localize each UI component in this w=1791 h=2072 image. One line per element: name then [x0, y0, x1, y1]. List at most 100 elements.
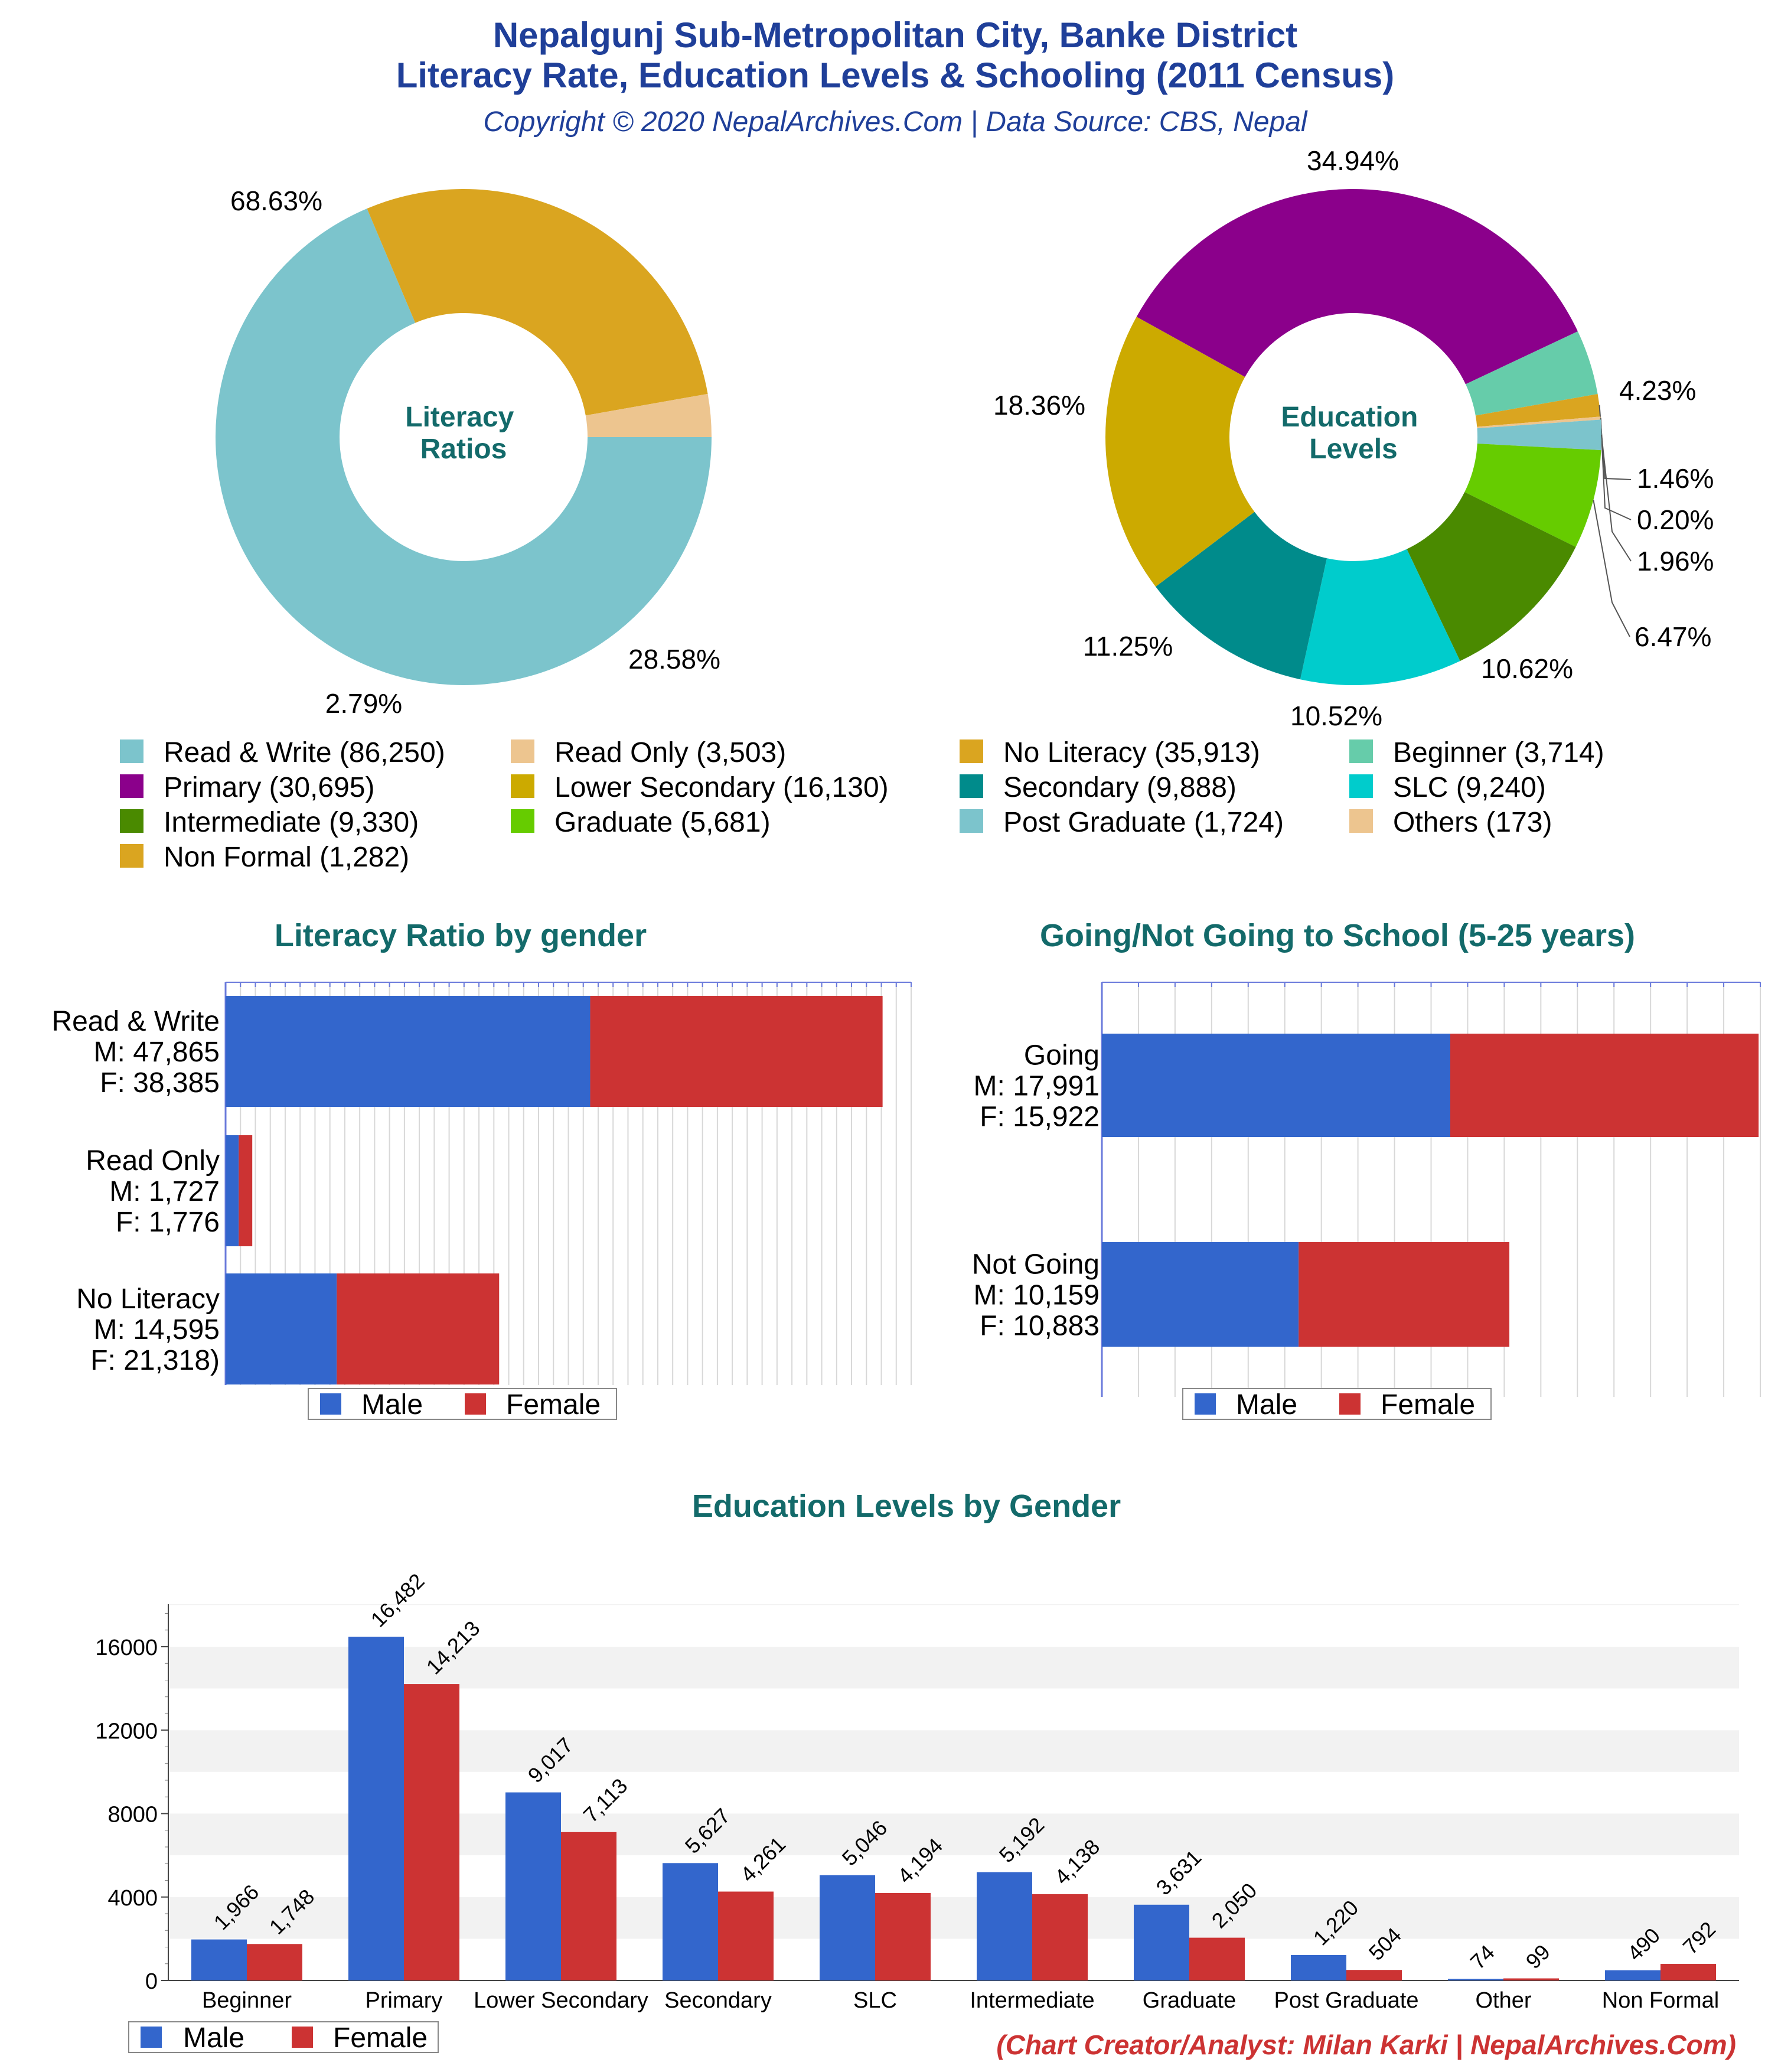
school-category-label-not-going-line1: Not Going	[972, 1249, 1100, 1281]
education-leader-others	[1600, 418, 1632, 520]
school-legend-swatch-female	[1339, 1393, 1361, 1415]
edu-x-tick-label-slc: SLC	[853, 1988, 897, 2013]
edu-bar-female-slc	[875, 1892, 931, 1980]
legend-swatch-post-graduate-1-724	[960, 809, 983, 833]
school-legend-swatch-male	[1195, 1393, 1216, 1415]
education-leader-graduate	[1593, 500, 1630, 637]
education-label-graduate: 6.47%	[1635, 621, 1711, 652]
lit-category-label-read-write-line2: M: 47,865	[94, 1037, 220, 1068]
lit-legend-male: Male	[361, 1389, 423, 1421]
edu-bar-male-intermediate	[977, 1872, 1032, 1980]
legend-swatch-no-literacy-35-913	[960, 739, 983, 763]
legend-label-others-173: Others (173)	[1393, 807, 1552, 838]
edu-band	[168, 1605, 1739, 1647]
school-legend-box	[1182, 1388, 1492, 1420]
edu-bar-female-lower-secondary	[561, 1832, 616, 1980]
edu-x-tick-label-secondary: Secondary	[664, 1988, 772, 2013]
edu-x-tick-label-post-graduate: Post Graduate	[1274, 1988, 1418, 2013]
education-slice-secondary	[1155, 512, 1327, 680]
edu-bar-female-secondary	[718, 1891, 774, 1980]
school-legend-male: Male	[1236, 1389, 1297, 1421]
literacy-gender-chart-title: Literacy Ratio by gender	[275, 918, 647, 953]
literacy-slice-read-write	[216, 208, 712, 685]
school-category-label-not-going-line2: M: 10,159	[974, 1280, 1100, 1311]
edu-x-tick-label-beginner: Beginner	[202, 1988, 292, 2013]
legend-label-non-formal-1-282: Non Formal (1,282)	[164, 842, 409, 873]
education-label-slc: 10.52%	[1290, 701, 1382, 731]
education-levels-donut: 34.94% 4.23% 1.46% 0.20% 1.96% 6.47% 10.62% 10.…	[993, 145, 1714, 731]
literacy-donut-center-label: Literacy Ratios	[405, 402, 521, 465]
edu-y-tick-label-12000: 12000	[95, 1719, 158, 1744]
edu-bar-female-intermediate	[1032, 1894, 1088, 1980]
education-donut-center-label-line1: Education	[1281, 402, 1418, 433]
lit-bar-female-read-write	[590, 996, 883, 1107]
legend-swatch-secondary-9-888	[960, 774, 983, 798]
education-slice-others	[1477, 416, 1601, 429]
edu-bar-female-non-formal	[1660, 1964, 1716, 1980]
title-line-1: Nepalgunj Sub-Metropolitan City, Banke D…	[493, 15, 1297, 55]
lit-bar-female-read-only	[239, 1135, 253, 1246]
lit-category-label-read-write-line1: Read & Write	[51, 1006, 220, 1037]
lit-category-label-read-only-line1: Read Only	[86, 1145, 220, 1177]
edu-bar-male-secondary	[663, 1863, 718, 1980]
legend-label-post-graduate-1-724: Post Graduate (1,724)	[1003, 807, 1284, 838]
education-label-intermediate: 10.62%	[1481, 653, 1573, 684]
edu-x-tick-label-lower-secondary: Lower Secondary	[474, 1988, 648, 2013]
literacy-label-no-literacy: 28.58%	[628, 644, 720, 675]
literacy-label-read-only: 2.79%	[325, 688, 402, 719]
school-category-label-not-going-line3: F: 10,883	[980, 1311, 1100, 1342]
edu-band	[168, 1647, 1739, 1689]
edu-bar-male-primary	[348, 1636, 404, 1980]
edu-y-tick-label-16000: 16000	[95, 1636, 158, 1660]
edu-legend-box	[128, 2021, 439, 2053]
edu-bar-female-graduate	[1189, 1937, 1245, 1980]
education-donut-center-label-line2: Levels	[1309, 434, 1397, 465]
subtitle: Copyright © 2020 NepalArchives.Com | Dat…	[483, 106, 1307, 138]
education-label-non-formal: 1.46%	[1637, 463, 1714, 494]
literacy-slice-no-literacy	[367, 188, 708, 416]
school-category-label-going-line3: F: 15,922	[980, 1102, 1100, 1133]
lit-bar-male-read-only	[226, 1135, 239, 1246]
legend-swatch-non-formal-1-282	[120, 844, 143, 868]
edu-x-tick-label-primary: Primary	[366, 1988, 443, 2013]
edu-bar-male-beginner	[191, 1939, 247, 1980]
edu-legend-female: Female	[333, 2022, 428, 2054]
lit-category-label-no-literacy-line2: M: 14,595	[94, 1314, 220, 1346]
edu-x-tick-label-graduate: Graduate	[1143, 1988, 1236, 2013]
legend-swatch-read-only-3-503	[511, 739, 534, 763]
education-slice-beginner	[1465, 331, 1598, 416]
lit-legend-swatch-female	[465, 1393, 486, 1415]
legend-label-read-only-3-503: Read Only (3,503)	[554, 737, 786, 768]
main-legend: Read & Write (86,250) Read Only (3,503) No…	[120, 737, 1604, 873]
edu-legend-swatch-male	[141, 2027, 162, 2048]
literacy-donut-center-label-line1: Literacy	[405, 402, 514, 433]
title-line-2: Literacy Rate, Education Levels & School…	[396, 56, 1395, 95]
edu-x-tick-label-intermediate: Intermediate	[970, 1988, 1094, 2013]
legend-label-intermediate-9-330: Intermediate (9,330)	[164, 807, 419, 838]
education-leader-non-formal	[1598, 405, 1632, 480]
credit-text: (Chart Creator/Analyst: Milan Karki | Ne…	[996, 2029, 1736, 2060]
edu-bar-male-other	[1448, 1979, 1503, 1980]
edu-bar-female-post-graduate	[1346, 1970, 1402, 1980]
lit-bar-male-no-literacy	[226, 1273, 337, 1384]
education-leader-post-graduate	[1600, 435, 1632, 562]
legend-swatch-intermediate-9-330	[120, 809, 143, 833]
edu-bar-male-lower-secondary	[505, 1792, 561, 1980]
edu-bar-male-graduate	[1134, 1904, 1189, 1980]
school-bar-male-not-going	[1102, 1242, 1299, 1347]
legend-swatch-primary-30-695	[120, 774, 143, 798]
legend-swatch-lower-secondary-16-130	[511, 774, 534, 798]
legend-label-secondary-9-888: Secondary (9,888)	[1003, 772, 1237, 803]
lit-bar-female-no-literacy	[337, 1273, 500, 1384]
legend-label-graduate-5-681: Graduate (5,681)	[554, 807, 771, 838]
edu-band	[168, 1604, 1739, 1605]
edu-x-tick-label-other: Other	[1475, 1988, 1531, 2013]
education-slice-graduate	[1464, 444, 1601, 548]
lit-category-label-no-literacy-line1: No Literacy	[76, 1283, 220, 1315]
legend-swatch-others-173	[1349, 809, 1373, 833]
edu-bar-male-post-graduate	[1291, 1954, 1346, 1980]
legend-label-lower-secondary-16-130: Lower Secondary (16,130)	[554, 772, 889, 803]
